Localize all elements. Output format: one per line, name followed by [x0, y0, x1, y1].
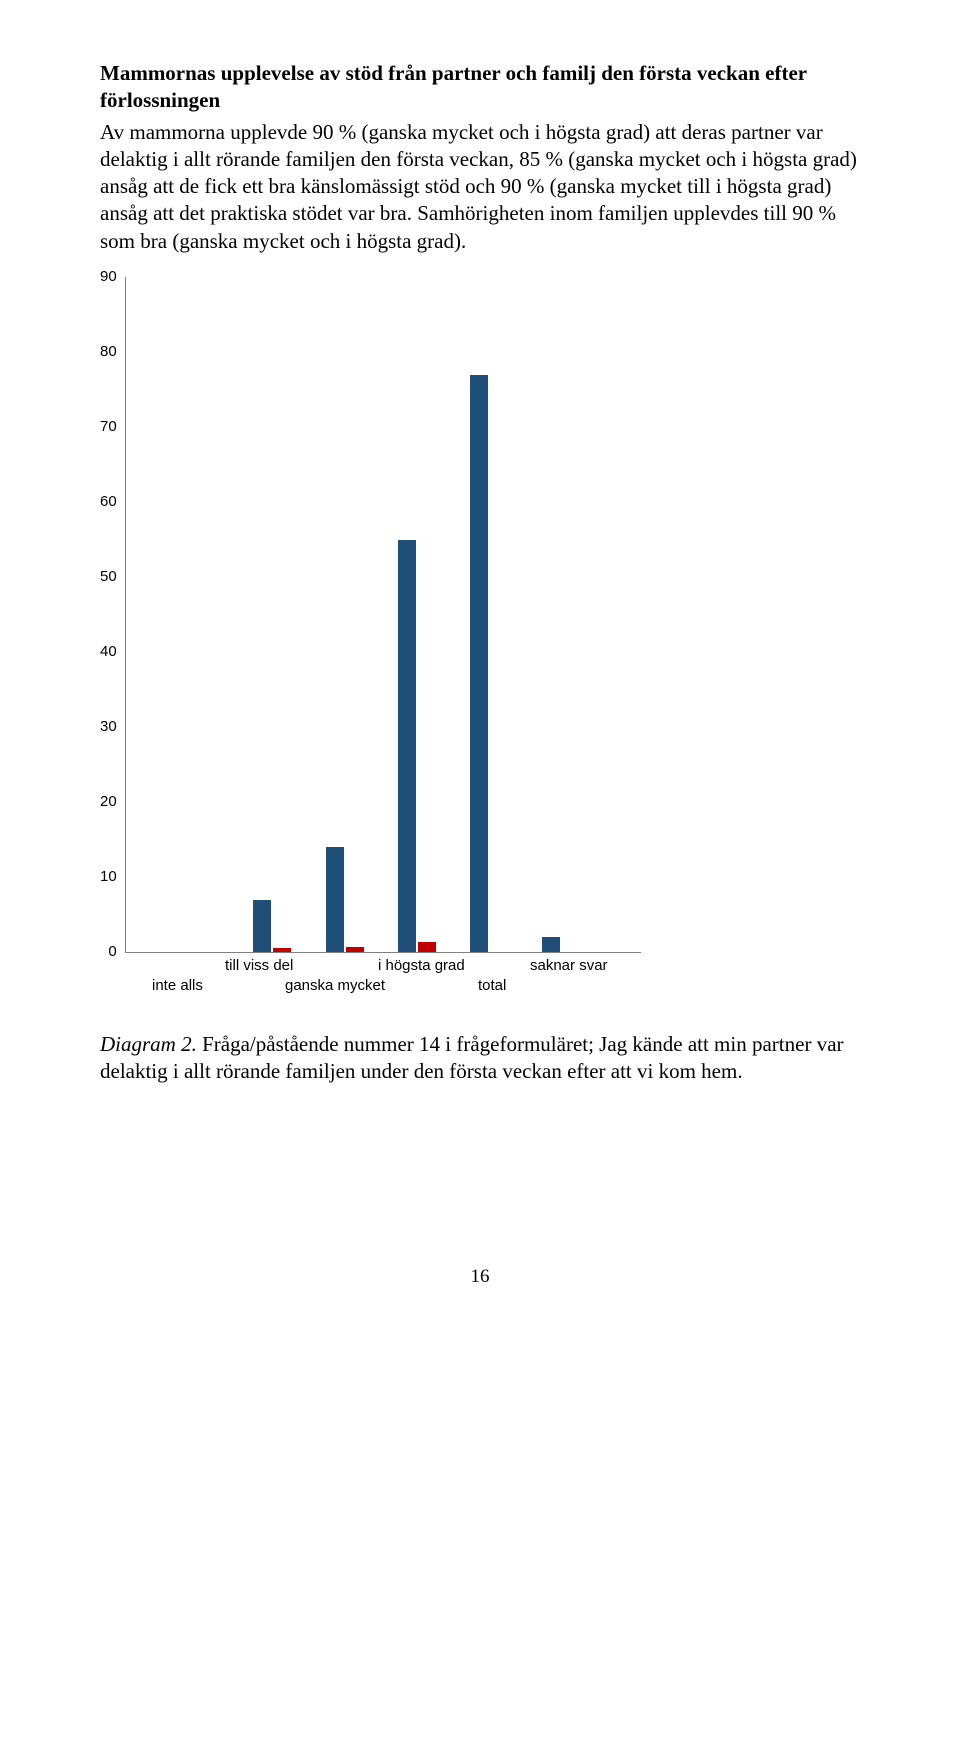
bar-group: [326, 847, 364, 952]
bar: [253, 900, 271, 953]
bar-group: [470, 375, 508, 953]
chart-caption: Diagram 2. Fråga/påstående nummer 14 i f…: [100, 1031, 860, 1086]
bar: [398, 540, 416, 953]
bar-group: [253, 900, 291, 953]
x-tick-label: i högsta grad: [378, 957, 465, 974]
page-number: 16: [100, 1266, 860, 1288]
y-axis: 9080706050403020100: [100, 277, 125, 952]
bar: [418, 942, 436, 952]
bar: [542, 937, 560, 952]
bar-group: [542, 937, 580, 952]
x-tick-label: till viss del: [225, 957, 293, 974]
x-tick-label: saknar svar: [530, 957, 608, 974]
bar-chart: 9080706050403020100 till viss del i högst…: [100, 277, 660, 1001]
bar: [326, 847, 344, 952]
x-tick-label: inte alls: [152, 977, 203, 994]
plot-area: [125, 277, 641, 953]
x-tick-label: total: [478, 977, 506, 994]
caption-label: Diagram 2.: [100, 1032, 202, 1056]
bar: [470, 375, 488, 953]
section-heading: Mammornas upplevelse av stöd från partne…: [100, 60, 860, 115]
bar-group: [398, 540, 436, 953]
x-axis: till viss del i högsta grad saknar svar int…: [130, 953, 645, 1001]
bar: [273, 948, 291, 952]
body-paragraph: Av mammorna upplevde 90 % (ganska mycket…: [100, 119, 860, 255]
x-tick-label: ganska mycket: [285, 977, 385, 994]
caption-text: Fråga/påstående nummer 14 i frågeformulä…: [100, 1032, 844, 1083]
bar: [346, 947, 364, 952]
